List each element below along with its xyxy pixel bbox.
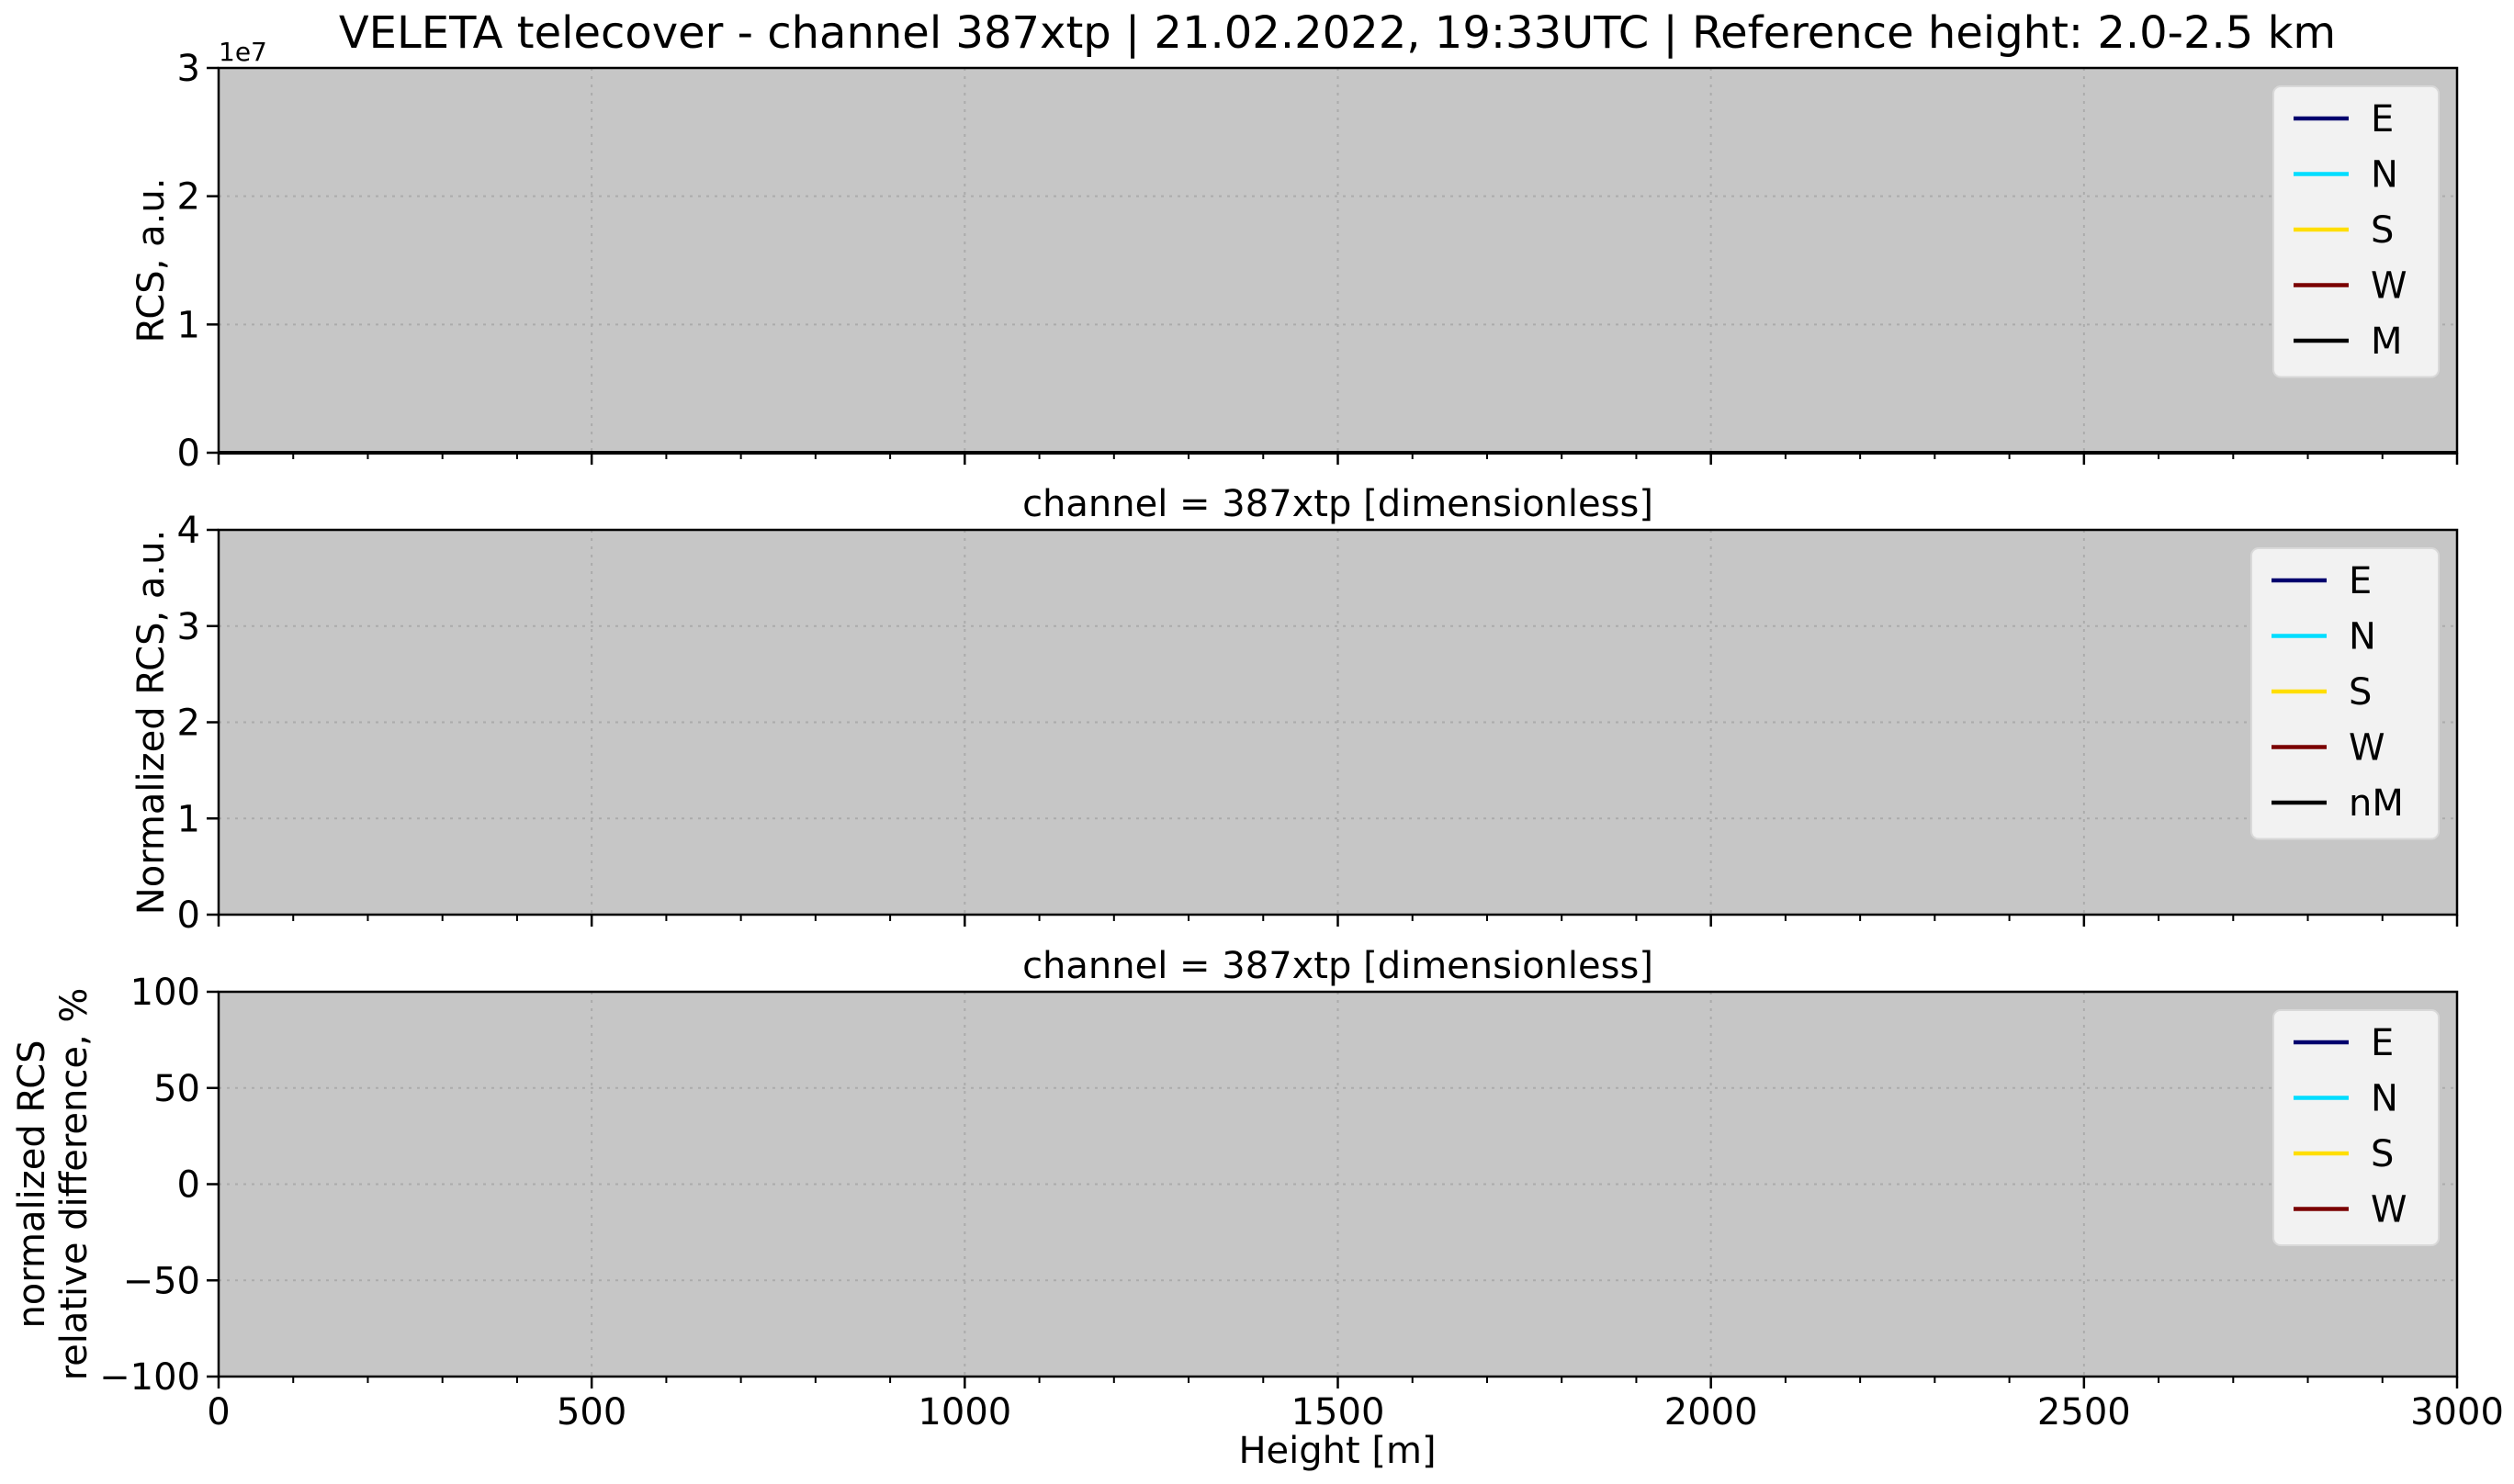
y-tick-label: 3: [177, 606, 200, 648]
y-tick-label: −50: [123, 1260, 200, 1302]
legend-label-M: M: [2371, 320, 2403, 363]
y-tick-label: 0: [177, 894, 200, 937]
x-tick-label: 2500: [2037, 1391, 2131, 1433]
panel-title: channel = 387xtp [dimensionless]: [1022, 945, 1653, 987]
y-axis-label-line: normalized RCS: [11, 1040, 53, 1328]
grid: [219, 530, 2457, 915]
grid: [219, 992, 2457, 1377]
legend-label-N: N: [2349, 616, 2376, 658]
y-tick-label: 2: [177, 703, 200, 745]
y-tick-label: 100: [130, 972, 200, 1014]
chart-panel-2: 0 1 2 3 4 channel = 387xtp [dimensionless] Nor…: [130, 483, 2459, 937]
legend-label-E: E: [2371, 1022, 2394, 1064]
legend-label-W: W: [2371, 265, 2407, 308]
y-tick-label: 0: [177, 433, 200, 475]
y-offset-text: 1e7: [219, 37, 267, 67]
x-tick-label: 0: [207, 1391, 230, 1433]
chart-panel-3: 0 500 1000 1500 2000 2500 3000 −100 −50 0 50 100 cha…: [11, 945, 2504, 1433]
legend-label-S: S: [2371, 209, 2394, 252]
y-tick-label: 50: [153, 1068, 200, 1110]
legend-label-S: S: [2371, 1133, 2394, 1175]
y-axis-label-line: relative difference, %: [53, 988, 96, 1381]
y-axis-label-line: RCS, a.u.: [130, 178, 173, 343]
legend-box: [2272, 1009, 2440, 1246]
y-axis-label-line: Normalized RCS, a.u.: [130, 530, 173, 915]
y-tick-label: 0: [177, 1164, 200, 1207]
legend-box: [2272, 85, 2440, 378]
y-tick-label: 1: [177, 304, 200, 346]
y-tick-label: 2: [177, 176, 200, 219]
x-tick-label: 1000: [918, 1391, 1011, 1433]
y-axis-label: normalized RCSrelative difference, %: [11, 988, 96, 1381]
grid: [219, 68, 2457, 453]
legend-label-W: W: [2349, 727, 2385, 770]
legend-label-nM: nM: [2349, 782, 2404, 825]
x-axis-label: Height [m]: [1238, 1430, 1436, 1472]
legend-box: [2250, 547, 2440, 840]
legend-label-E: E: [2371, 98, 2394, 141]
legend-label-W: W: [2371, 1189, 2407, 1231]
y-tick-label: 4: [177, 510, 200, 552]
x-tick-label: 3000: [2410, 1391, 2504, 1433]
legend-label-E: E: [2349, 560, 2372, 602]
y-axis-label: Normalized RCS, a.u.: [130, 530, 173, 915]
x-tick-label: 500: [557, 1391, 626, 1433]
figure-title: VELETA telecover - channel 387xtp | 21.0…: [339, 7, 2336, 59]
x-tick-label: 1500: [1291, 1391, 1385, 1433]
y-tick-label: 1: [177, 798, 200, 840]
legend-label-N: N: [2371, 1078, 2398, 1120]
y-tick-label: 3: [177, 48, 200, 90]
x-tick-label: 2000: [1664, 1391, 1758, 1433]
legend-label-N: N: [2371, 154, 2398, 197]
y-axis-label: RCS, a.u.: [130, 178, 173, 343]
legend-label-S: S: [2349, 671, 2372, 714]
panel-title: channel = 387xtp [dimensionless]: [1022, 483, 1653, 525]
y-tick-label: −100: [99, 1356, 200, 1399]
